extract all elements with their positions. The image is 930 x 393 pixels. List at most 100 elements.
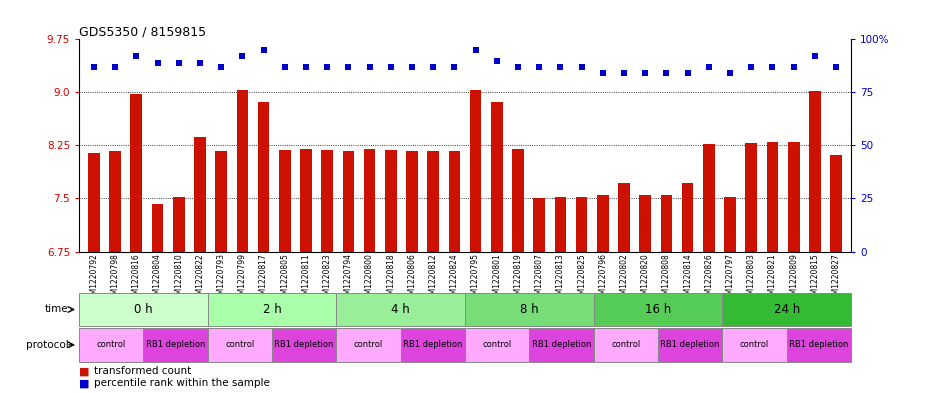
Point xyxy=(723,70,737,76)
Bar xyxy=(787,328,851,362)
Bar xyxy=(109,151,121,252)
Point xyxy=(129,53,144,59)
Bar xyxy=(130,94,142,252)
Bar xyxy=(723,293,851,326)
Bar xyxy=(682,183,694,252)
Bar xyxy=(491,101,502,252)
Point xyxy=(235,53,250,59)
Text: 2 h: 2 h xyxy=(262,303,282,316)
Bar xyxy=(79,293,207,326)
Bar xyxy=(79,328,143,362)
Text: time: time xyxy=(45,305,68,314)
Point xyxy=(829,64,844,70)
Bar xyxy=(809,91,821,252)
Bar xyxy=(830,154,842,252)
Bar xyxy=(194,137,206,252)
Text: control: control xyxy=(483,340,512,349)
Text: RB1 depletion: RB1 depletion xyxy=(660,340,720,349)
Bar xyxy=(640,195,651,252)
Bar xyxy=(364,149,376,252)
Bar xyxy=(554,197,566,252)
Bar xyxy=(597,195,608,252)
Bar xyxy=(703,144,714,252)
Bar xyxy=(448,151,460,252)
Point xyxy=(765,64,780,70)
Bar xyxy=(207,293,337,326)
Bar xyxy=(401,328,465,362)
Text: 8 h: 8 h xyxy=(520,303,538,316)
Bar xyxy=(322,151,333,252)
Point xyxy=(638,70,653,76)
Bar xyxy=(512,149,524,252)
Text: transformed count: transformed count xyxy=(94,366,192,376)
Point xyxy=(744,64,759,70)
Bar xyxy=(279,151,290,252)
Bar xyxy=(143,328,207,362)
Text: control: control xyxy=(354,340,383,349)
Text: 0 h: 0 h xyxy=(134,303,153,316)
Point xyxy=(320,64,335,70)
Point xyxy=(214,64,229,70)
Point xyxy=(150,59,165,66)
Text: 24 h: 24 h xyxy=(774,303,800,316)
Point xyxy=(341,64,356,70)
Bar xyxy=(88,153,100,252)
Point xyxy=(468,47,483,53)
Bar xyxy=(207,328,272,362)
Bar xyxy=(576,197,588,252)
Bar xyxy=(173,197,184,252)
Text: percentile rank within the sample: percentile rank within the sample xyxy=(94,378,270,388)
Bar xyxy=(300,149,312,252)
Bar xyxy=(337,293,465,326)
Point xyxy=(786,64,801,70)
Bar xyxy=(658,328,723,362)
Point xyxy=(383,64,398,70)
Bar xyxy=(258,101,270,252)
Text: ■: ■ xyxy=(79,366,93,376)
Point xyxy=(701,64,716,70)
Bar xyxy=(724,197,736,252)
Text: control: control xyxy=(225,340,255,349)
Point xyxy=(108,64,123,70)
Point xyxy=(299,64,313,70)
Bar xyxy=(342,151,354,252)
Bar xyxy=(593,293,723,326)
Bar xyxy=(337,328,401,362)
Text: RB1 depletion: RB1 depletion xyxy=(789,340,848,349)
Bar xyxy=(593,328,658,362)
Point xyxy=(659,70,674,76)
Text: control: control xyxy=(740,340,769,349)
Bar xyxy=(470,90,482,252)
Text: RB1 depletion: RB1 depletion xyxy=(532,340,591,349)
Bar xyxy=(534,198,545,252)
Point xyxy=(511,64,525,70)
Point xyxy=(277,64,292,70)
Point xyxy=(426,64,441,70)
Point xyxy=(256,47,271,53)
Point xyxy=(489,57,504,64)
Point xyxy=(171,59,186,66)
Bar xyxy=(465,293,593,326)
Bar xyxy=(746,143,757,252)
Text: ■: ■ xyxy=(79,378,93,388)
Text: 4 h: 4 h xyxy=(392,303,410,316)
Point xyxy=(405,64,419,70)
Point xyxy=(617,70,631,76)
Bar xyxy=(406,151,418,252)
Bar xyxy=(216,151,227,252)
Bar xyxy=(529,328,593,362)
Bar xyxy=(272,328,337,362)
Bar xyxy=(152,204,164,252)
Point xyxy=(553,64,568,70)
Text: 16 h: 16 h xyxy=(644,303,671,316)
Point xyxy=(680,70,695,76)
Bar xyxy=(766,142,778,252)
Point xyxy=(807,53,822,59)
Text: protocol: protocol xyxy=(26,340,68,350)
Point xyxy=(362,64,377,70)
Bar xyxy=(465,328,529,362)
Bar xyxy=(660,195,672,252)
Bar xyxy=(428,151,439,252)
Bar xyxy=(618,183,630,252)
Point xyxy=(86,64,101,70)
